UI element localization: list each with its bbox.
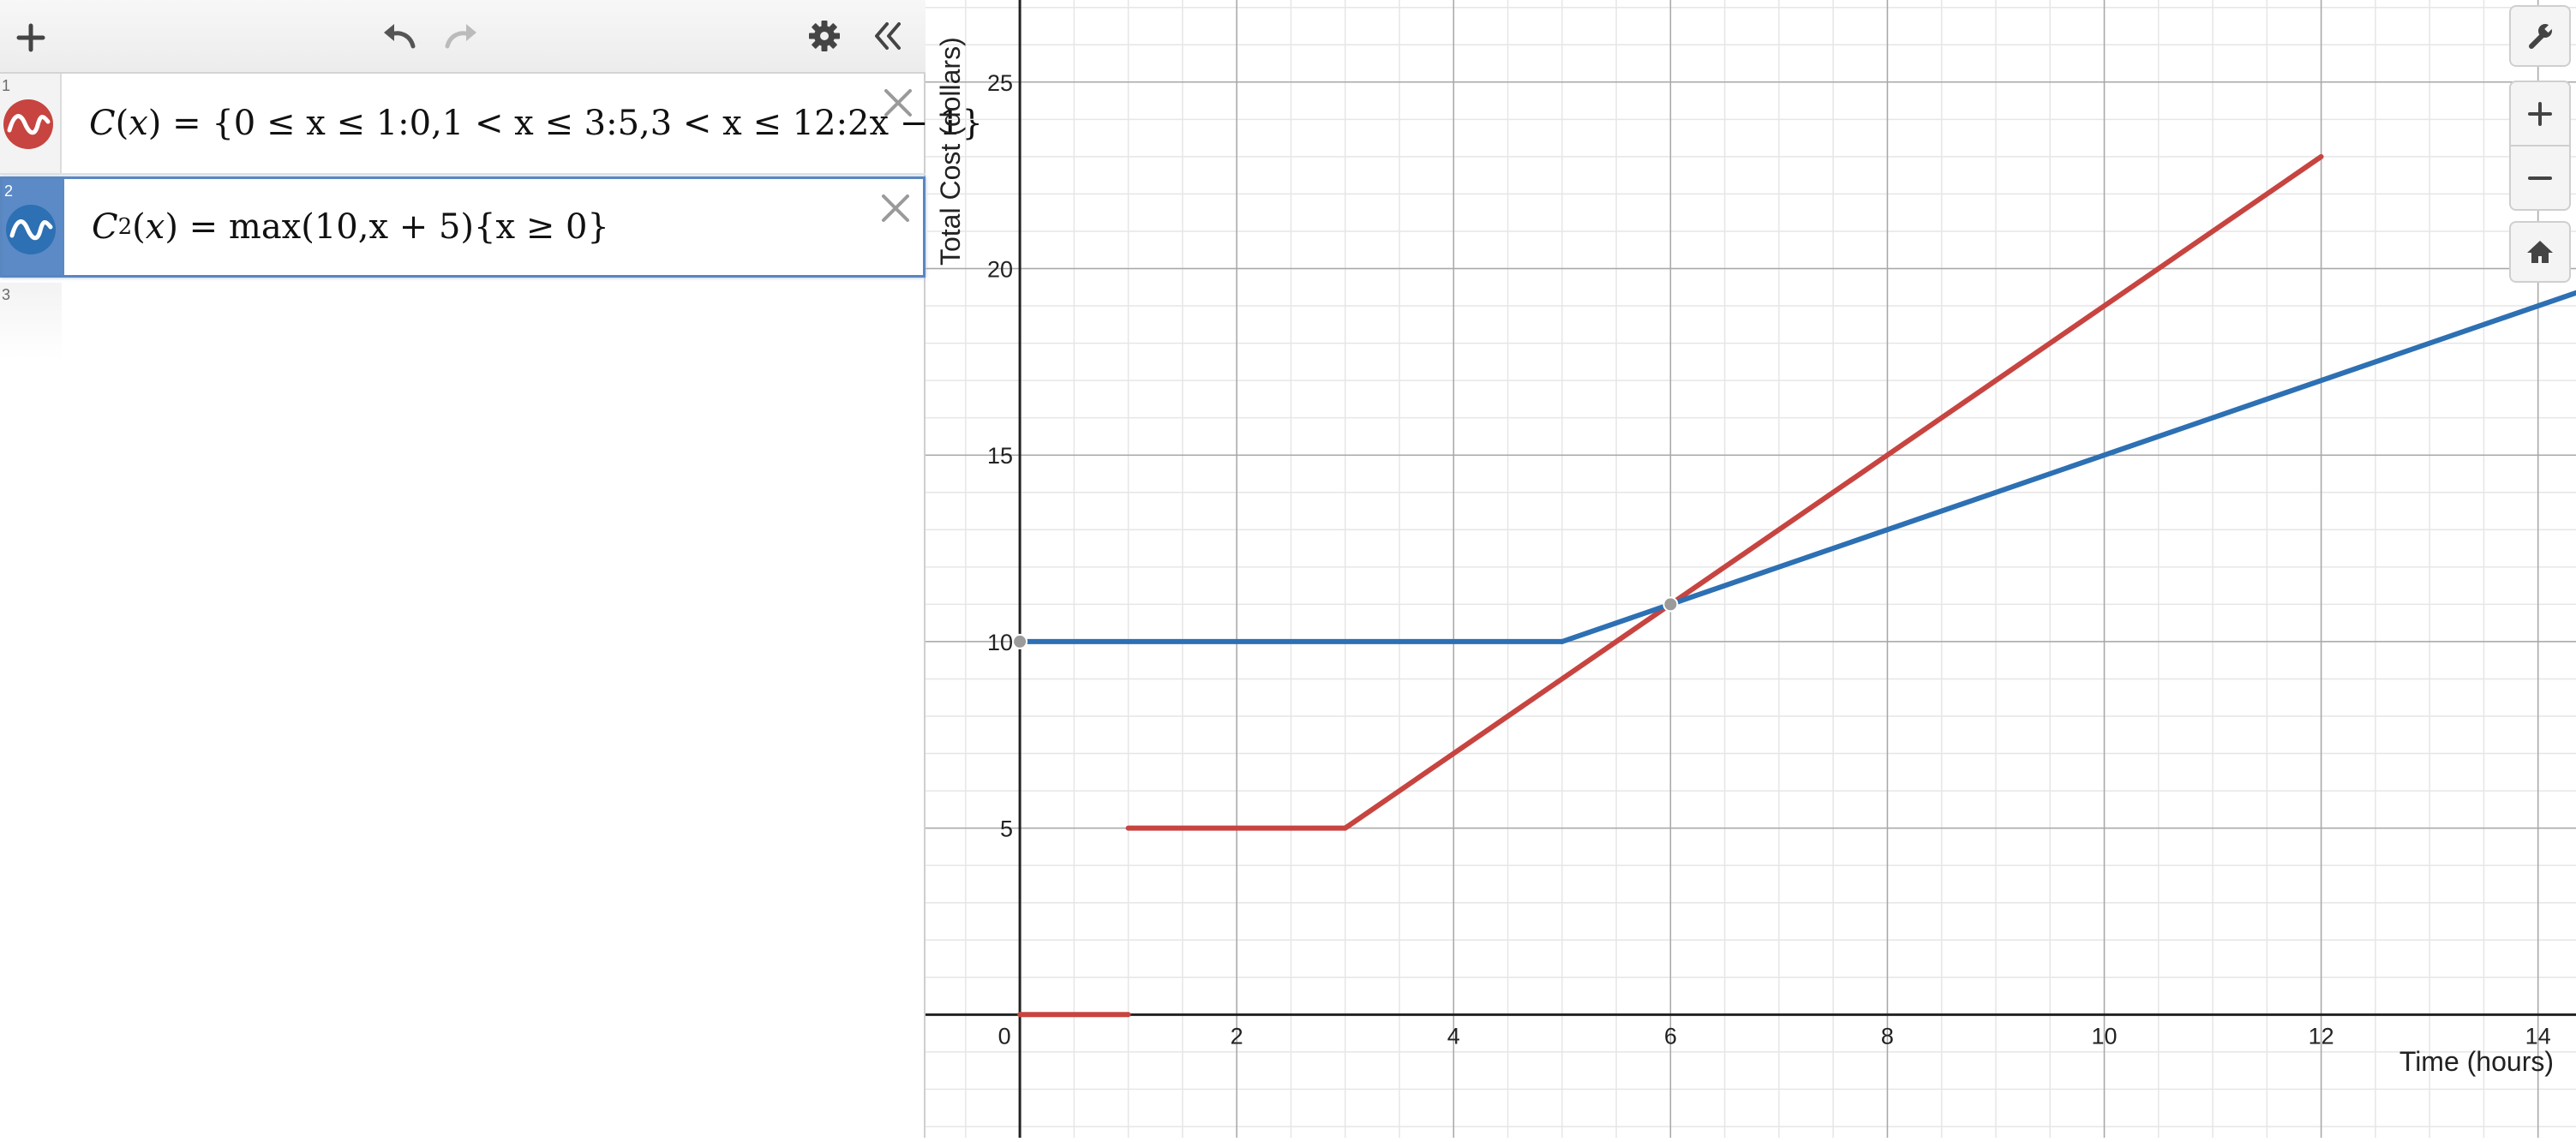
function-argument: x [129,104,148,143]
function-name: C [92,207,118,247]
x-tick-label: 4 [1447,1023,1460,1049]
expression-rhs: max(10,x + 5){x ≥ 0} [228,207,609,247]
zoom-out-icon[interactable] [2511,146,2569,209]
expression-number: 2 [4,182,14,200]
expression-row[interactable]: 2 C 2(x) = max(10,x + 5){x ≥ 0} [0,176,926,278]
curve-segment-2 [1559,290,2576,644]
x-tick-label: 2 [1231,1023,1243,1049]
curve-segment-1 [1342,153,2324,831]
graph-point [1012,633,1028,649]
y-tick-label: 15 [987,443,1013,469]
function-subscript: 2 [117,214,133,240]
gear-icon[interactable] [806,17,843,55]
expression-rhs: {0 ≤ x ≤ 1:0,1 < x ≤ 3:5,3 < x ≤ 12:2x −… [212,104,983,143]
x-tick-label: 14 [2525,1023,2551,1049]
curves [1017,153,2576,1018]
expression-row[interactable]: 1 C(x) = {0 ≤ x ≤ 1:0,1 < x ≤ 3:5,3 < x … [0,74,983,175]
minor-grid [926,0,2576,1138]
tick-labels: 0 2 4 6 8 10 12 14 5 10 15 20 25 [987,70,2551,1049]
redo-icon[interactable] [440,17,483,55]
expression-gutter: 3 [0,283,62,360]
x-tick-label: 0 [998,1023,1011,1049]
points [1012,596,1679,649]
graph-canvas[interactable]: 0 2 4 6 8 10 12 14 5 10 15 20 25 Time (hours) Total … [926,0,2576,1138]
home-icon[interactable] [2509,221,2571,283]
axes [926,0,2576,1138]
expression-gutter: 1 [0,74,62,173]
x-tick-label: 12 [2309,1023,2334,1049]
x-tick-label: 8 [1881,1023,1894,1049]
expression-toolbar [0,0,926,74]
zoom-in-icon[interactable] [2511,82,2569,146]
expression-row-empty[interactable]: 3 [0,283,926,360]
expression-gutter: 2 [3,179,64,275]
expression-math[interactable]: C 2(x) = max(10,x + 5){x ≥ 0} [92,207,609,247]
sine-wave-icon[interactable] [6,205,56,254]
plus-icon[interactable] [12,19,50,57]
expression-number: 1 [2,77,11,94]
graph-point [1662,596,1679,613]
major-grid [926,0,2576,1138]
undo-icon[interactable] [377,17,420,55]
y-tick-label: 5 [1000,816,1013,842]
expression-panel: 1 C(x) = {0 ≤ x ≤ 1:0,1 < x ≤ 3:5,3 < x … [0,0,983,1138]
y-tick-label: 25 [987,70,1013,96]
close-icon[interactable] [881,86,915,120]
y-tick-label: 10 [987,630,1013,655]
expression-math[interactable]: C(x) = {0 ≤ x ≤ 1:0,1 < x ≤ 3:5,3 < x ≤ … [89,104,983,143]
function-name: C [89,104,116,143]
x-tick-label: 6 [1664,1023,1677,1049]
expression-number: 3 [2,286,11,303]
close-icon[interactable] [878,191,913,225]
sine-wave-icon[interactable] [3,99,53,149]
wrench-icon[interactable] [2509,5,2571,67]
y-axis-label: Total Cost (dollars) [935,37,966,266]
y-tick-label: 20 [987,256,1013,282]
graph-paper[interactable]: 0 2 4 6 8 10 12 14 5 10 15 20 25 Time (hours) Total … [926,0,2576,1138]
zoom-controls [2509,81,2571,211]
function-argument: x [145,207,165,247]
double-chevron-left-icon[interactable] [866,17,908,55]
x-axis-label: Time (hours) [2399,1046,2554,1077]
x-tick-label: 10 [2092,1023,2118,1049]
